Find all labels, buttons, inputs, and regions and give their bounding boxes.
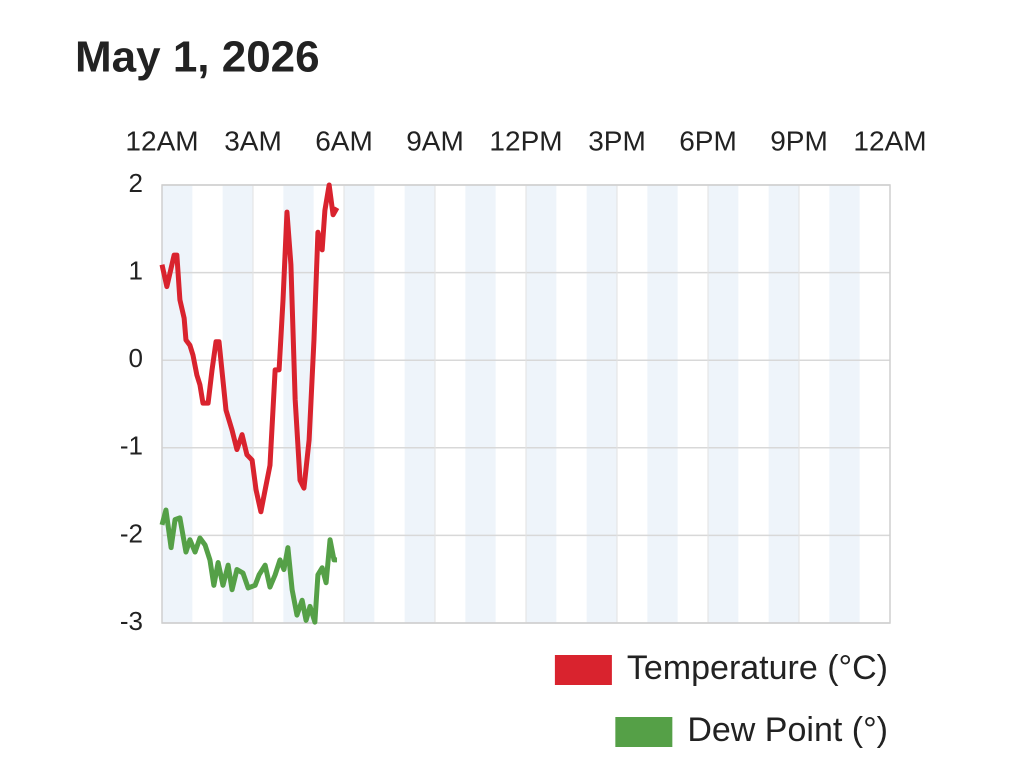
y-tick-label: -3 — [120, 606, 143, 636]
hour-stripe — [708, 185, 739, 623]
y-tick-label: 0 — [129, 343, 143, 373]
legend-swatch — [554, 655, 612, 685]
hour-stripe — [586, 185, 617, 623]
y-tick-label: 1 — [129, 255, 143, 285]
hour-stripe — [162, 185, 193, 623]
hour-stripe — [404, 185, 435, 623]
x-tick-label: 6AM — [315, 125, 373, 156]
legend-label: Dew Point (°) — [687, 711, 888, 749]
x-tick-label: 12AM — [125, 125, 198, 156]
x-tick-label: 6PM — [679, 125, 737, 156]
chart-title: May 1, 2026 — [75, 33, 320, 82]
hour-stripe — [465, 185, 496, 623]
x-tick-label: 3PM — [588, 125, 646, 156]
legend-label: Temperature (°C) — [627, 649, 888, 687]
plot-border — [161, 184, 891, 624]
series-line — [159, 507, 338, 625]
hour-stripe — [647, 185, 678, 623]
y-tick-label: -2 — [120, 518, 143, 548]
y-tick-label: -1 — [120, 431, 143, 461]
hour-stripe — [526, 185, 557, 623]
legend-swatch — [615, 717, 673, 747]
x-tick-label: 3AM — [224, 125, 282, 156]
hour-stripe — [344, 185, 375, 623]
y-tick-label: 2 — [129, 168, 143, 198]
x-tick-label: 9PM — [770, 125, 828, 156]
x-tick-label: 9AM — [406, 125, 464, 156]
series-line — [159, 182, 340, 515]
hour-stripe — [829, 185, 860, 623]
x-tick-label: 12AM — [853, 125, 926, 156]
x-tick-label: 12PM — [489, 125, 562, 156]
hour-stripe — [768, 185, 799, 623]
